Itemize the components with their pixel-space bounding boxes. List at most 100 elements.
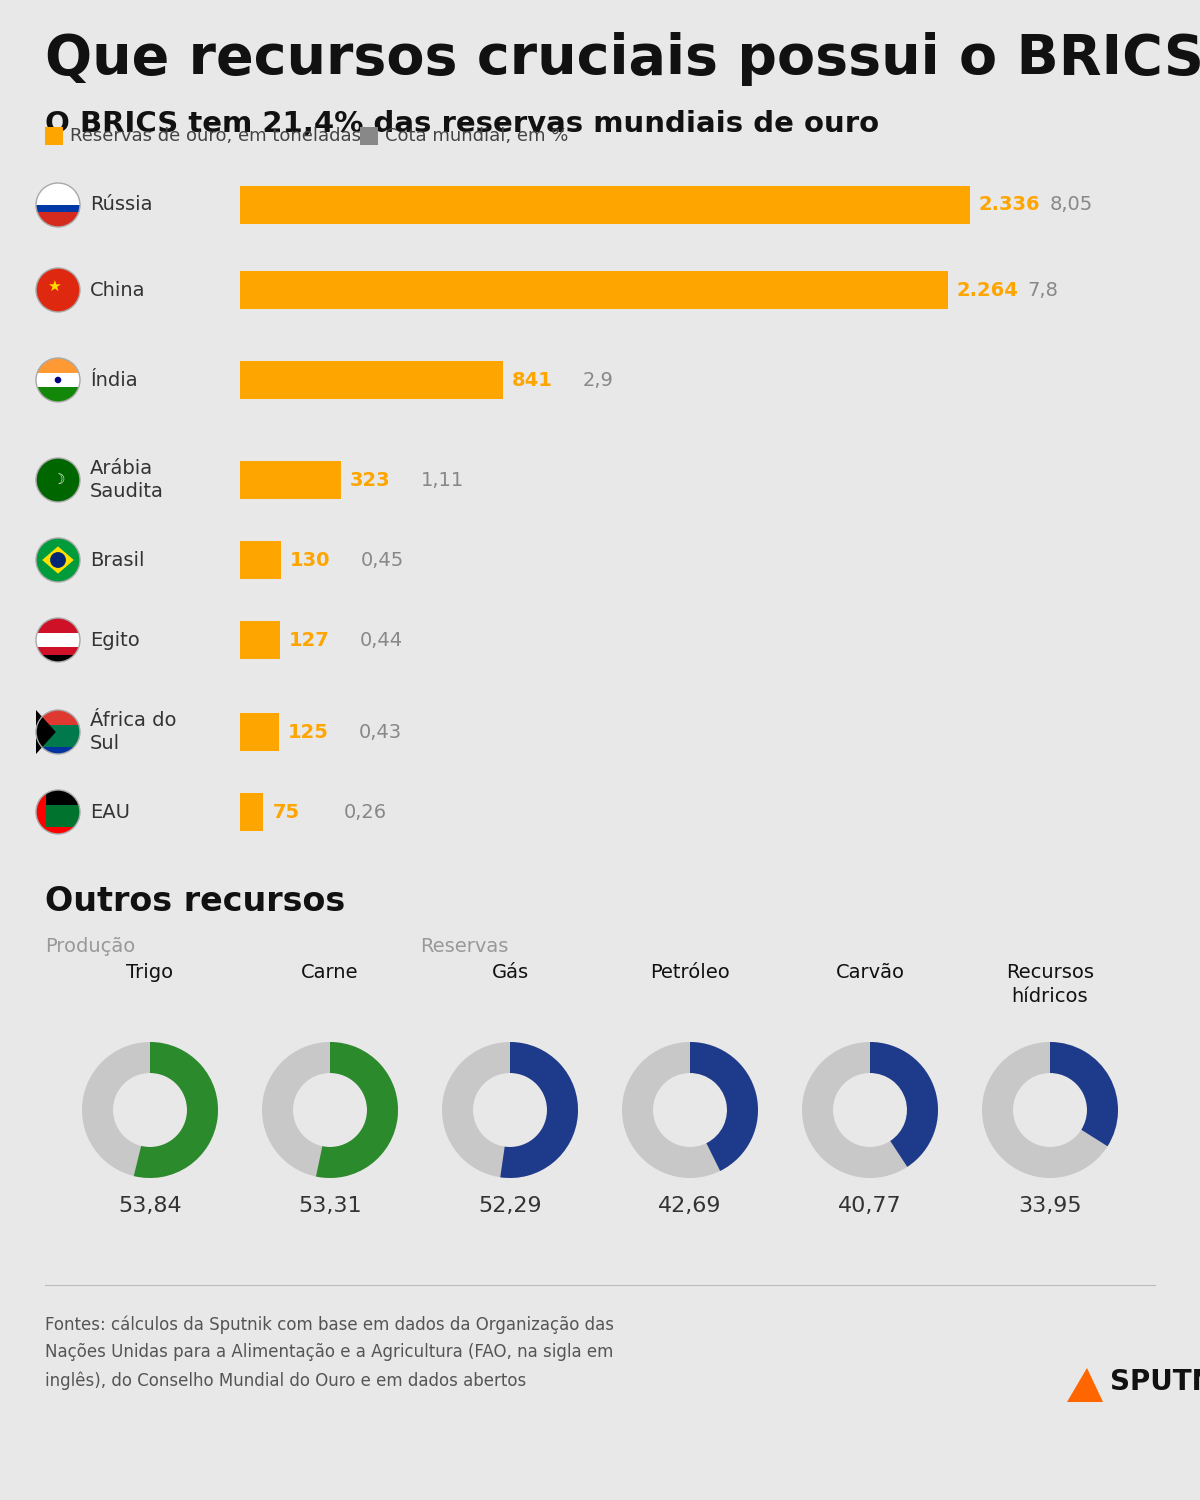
Text: Cota mundial, em %: Cota mundial, em % — [385, 128, 569, 146]
Text: 75: 75 — [272, 802, 300, 822]
Text: 53,31: 53,31 — [298, 1196, 362, 1216]
Wedge shape — [690, 1042, 758, 1172]
Bar — [36, 633, 80, 648]
Text: 0,44: 0,44 — [360, 630, 403, 650]
Text: EAU: EAU — [90, 802, 130, 822]
Circle shape — [36, 618, 80, 662]
Text: 42,69: 42,69 — [659, 1196, 721, 1216]
Wedge shape — [622, 1042, 758, 1178]
Bar — [36, 538, 80, 582]
Wedge shape — [802, 1042, 938, 1178]
Bar — [36, 827, 80, 834]
Polygon shape — [36, 710, 55, 754]
Bar — [36, 458, 80, 503]
Text: Reservas: Reservas — [420, 938, 509, 956]
Text: 125: 125 — [288, 723, 329, 741]
Text: ★: ★ — [47, 279, 61, 294]
Bar — [36, 790, 80, 804]
Text: Índia: Índia — [90, 370, 138, 390]
Text: 130: 130 — [289, 550, 330, 570]
Bar — [36, 358, 80, 402]
Wedge shape — [500, 1042, 578, 1178]
Bar — [46, 128, 64, 146]
Text: 1,11: 1,11 — [421, 471, 464, 489]
Bar — [36, 790, 80, 834]
Wedge shape — [316, 1042, 398, 1178]
Text: 2,9: 2,9 — [583, 370, 613, 390]
Bar — [36, 710, 80, 754]
Text: 0,26: 0,26 — [343, 802, 386, 822]
Text: Rússia: Rússia — [90, 195, 152, 214]
Bar — [36, 183, 80, 226]
Text: Petróleo: Petróleo — [650, 963, 730, 982]
Text: 0,43: 0,43 — [359, 723, 402, 741]
Text: Reservas de ouro, em toneladas: Reservas de ouro, em toneladas — [70, 128, 361, 146]
Bar — [240, 794, 264, 831]
Text: África do
Sul: África do Sul — [90, 711, 176, 753]
Circle shape — [55, 376, 61, 384]
Wedge shape — [870, 1042, 938, 1167]
Text: Carne: Carne — [301, 963, 359, 982]
Text: Brasil: Brasil — [90, 550, 144, 570]
Text: 2.336: 2.336 — [979, 195, 1040, 214]
Circle shape — [36, 358, 80, 402]
Text: 127: 127 — [289, 630, 330, 650]
Text: Que recursos cruciais possui o BRICS?: Que recursos cruciais possui o BRICS? — [46, 32, 1200, 86]
Bar — [240, 362, 503, 399]
Wedge shape — [982, 1042, 1118, 1178]
Circle shape — [36, 183, 80, 226]
Bar — [36, 747, 80, 754]
Text: 52,29: 52,29 — [478, 1196, 542, 1216]
Bar — [36, 268, 80, 312]
Bar — [360, 128, 378, 146]
Text: Recursos
hídricos: Recursos hídricos — [1006, 963, 1094, 1005]
Wedge shape — [262, 1042, 398, 1178]
Wedge shape — [442, 1042, 578, 1178]
Bar — [36, 790, 46, 834]
Bar — [240, 621, 280, 658]
Text: Carvão: Carvão — [835, 963, 905, 982]
Text: ☽: ☽ — [52, 472, 65, 488]
Circle shape — [36, 710, 80, 754]
Text: 53,84: 53,84 — [118, 1196, 182, 1216]
Text: Trigo: Trigo — [126, 963, 174, 982]
Text: 323: 323 — [350, 471, 390, 489]
Bar — [36, 710, 80, 724]
Circle shape — [50, 552, 66, 568]
Wedge shape — [82, 1042, 218, 1178]
Text: 7,8: 7,8 — [1027, 280, 1058, 300]
Text: SPUTNIK: SPUTNIK — [1110, 1368, 1200, 1396]
Text: 2.264: 2.264 — [956, 280, 1019, 300]
Text: 33,95: 33,95 — [1018, 1196, 1082, 1216]
Text: 0,45: 0,45 — [361, 550, 404, 570]
Bar — [240, 272, 948, 309]
Bar — [36, 618, 80, 662]
Bar — [36, 183, 80, 206]
Text: China: China — [90, 280, 145, 300]
Text: Fontes: cálculos da Sputnik com base em dados da Organização das
Nações Unidas p: Fontes: cálculos da Sputnik com base em … — [46, 1316, 614, 1390]
Bar — [240, 542, 281, 579]
Text: 841: 841 — [512, 370, 553, 390]
Text: Produção: Produção — [46, 938, 136, 956]
Bar — [36, 358, 80, 372]
Circle shape — [36, 268, 80, 312]
Bar — [240, 460, 341, 500]
Wedge shape — [1050, 1042, 1118, 1146]
Bar — [36, 372, 80, 387]
Bar — [36, 654, 80, 662]
Text: 40,77: 40,77 — [838, 1196, 902, 1216]
Bar — [36, 183, 80, 213]
Text: O BRICS tem 21,4% das reservas mundiais de ouro: O BRICS tem 21,4% das reservas mundiais … — [46, 110, 880, 138]
Text: 8,05: 8,05 — [1050, 195, 1093, 214]
Polygon shape — [1067, 1368, 1103, 1402]
Text: Arábia
Saudita: Arábia Saudita — [90, 459, 164, 501]
Circle shape — [36, 790, 80, 834]
Circle shape — [36, 458, 80, 503]
Circle shape — [36, 538, 80, 582]
Polygon shape — [42, 546, 74, 573]
Text: Outros recursos: Outros recursos — [46, 885, 346, 918]
Text: Gás: Gás — [492, 963, 528, 982]
Bar — [240, 712, 280, 752]
Bar — [240, 186, 970, 224]
Wedge shape — [133, 1042, 218, 1178]
